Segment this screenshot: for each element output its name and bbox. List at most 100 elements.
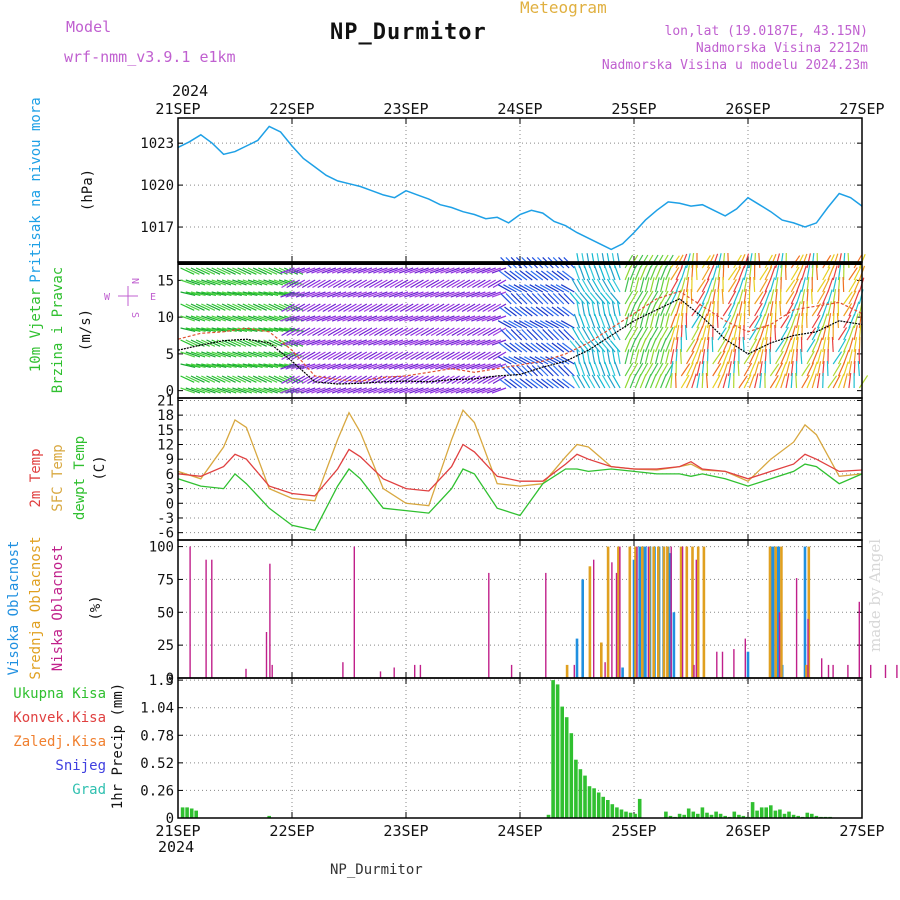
wind-barb xyxy=(853,325,858,341)
precip-bar xyxy=(185,807,189,818)
wind-barb xyxy=(596,253,601,269)
cloud-bar-srednja xyxy=(679,546,683,678)
wind-barb xyxy=(591,326,601,341)
wind-barb xyxy=(843,302,853,317)
wind-barb xyxy=(211,339,226,347)
wind-barb xyxy=(547,292,560,305)
temp-axis-title-2: SFC Temp xyxy=(50,444,66,511)
precip-bar xyxy=(619,809,624,818)
wind-barb xyxy=(296,303,311,313)
wind-barb xyxy=(514,270,528,281)
wind-barb xyxy=(206,267,221,275)
precip-legend-item: Snijeg xyxy=(55,758,106,774)
wind-barb xyxy=(848,337,854,353)
wind-barb xyxy=(211,315,227,322)
cloud-bar-srednja xyxy=(652,546,655,678)
wind-barb xyxy=(800,348,803,365)
wind-barb xyxy=(336,363,352,370)
wind-barb xyxy=(811,373,817,389)
temp-axis-title-3: dewpt Temp xyxy=(72,436,88,520)
wind-barb xyxy=(586,278,596,293)
wind-barb xyxy=(466,303,481,313)
wind-barb xyxy=(491,363,507,370)
wind-barb xyxy=(670,301,678,317)
cloud-bar-visoka xyxy=(771,546,775,678)
wind-barb xyxy=(300,387,316,394)
wind-barb xyxy=(440,387,455,394)
wind-barb xyxy=(764,266,773,281)
wind-barb xyxy=(614,313,621,329)
wind-barb xyxy=(769,301,774,317)
wind-barb xyxy=(317,279,331,289)
wind-barb xyxy=(586,326,596,341)
wind-barb xyxy=(660,362,669,377)
wind-barb xyxy=(362,315,378,322)
wind-barb xyxy=(644,362,654,377)
wind-barb xyxy=(540,306,554,317)
wind-barb xyxy=(785,314,794,329)
wind-barb xyxy=(811,349,819,365)
wind-barb xyxy=(691,373,697,389)
wind-barb xyxy=(537,364,549,377)
wind-barb xyxy=(790,301,798,317)
wind-barb xyxy=(717,338,727,353)
wind-barb xyxy=(242,375,257,383)
wind-barb xyxy=(639,290,649,305)
cloud-bar-srednja xyxy=(588,566,592,678)
wind-barb xyxy=(316,363,331,370)
wind-barb xyxy=(414,315,429,322)
wind-barb xyxy=(317,327,331,337)
wind-barb xyxy=(227,351,242,358)
wind-barb xyxy=(858,375,869,389)
wind-barb xyxy=(491,387,507,394)
pressure-line xyxy=(177,125,863,251)
wind-barb xyxy=(373,339,388,346)
wind-barb xyxy=(827,289,833,305)
wind-barb xyxy=(321,291,337,298)
wind-barb xyxy=(221,363,237,368)
wind-barb xyxy=(686,350,695,365)
cloud-bar-niska xyxy=(414,664,416,678)
wind-barb xyxy=(263,315,278,322)
wind-barb xyxy=(531,328,544,341)
wind-barb xyxy=(790,372,793,389)
wind-barb xyxy=(555,320,570,329)
wind-barb xyxy=(665,337,672,353)
wind-barb xyxy=(827,277,834,293)
wind-barb xyxy=(342,387,357,394)
wind-barb xyxy=(286,327,301,337)
wind-barb xyxy=(616,253,621,269)
wind-barb xyxy=(525,342,538,353)
wind-barb xyxy=(429,363,445,370)
wind-barb xyxy=(594,313,601,329)
wind-barb xyxy=(785,337,792,353)
wind-barb xyxy=(425,303,440,313)
wind-barb xyxy=(696,279,706,293)
wind-barb xyxy=(226,375,242,383)
precip-unit: 1hr Precip (mm) xyxy=(110,683,126,809)
wind-barb xyxy=(379,327,393,337)
wind-barb xyxy=(247,363,263,368)
wind-barb xyxy=(827,265,835,281)
wind-barb xyxy=(680,374,690,389)
wind-barb xyxy=(343,327,357,337)
wind-barb xyxy=(393,267,409,274)
cloud-bar-niska xyxy=(393,667,395,678)
x-tick-label-top: 26SEP xyxy=(725,100,770,118)
wind-barb xyxy=(424,387,440,394)
cloud-bar-srednja xyxy=(662,546,666,678)
wind-barb xyxy=(712,362,722,377)
precip-bar xyxy=(569,733,574,818)
wind-barb xyxy=(629,337,637,353)
wind-barb xyxy=(190,351,206,358)
precip-bar xyxy=(787,811,791,818)
wind-barb xyxy=(424,339,440,346)
wind-barb xyxy=(300,267,316,274)
wind-barb xyxy=(258,339,273,347)
wind-barb xyxy=(232,303,247,311)
wind-barb xyxy=(810,288,813,305)
wind-barb xyxy=(743,374,752,389)
wind-barb xyxy=(530,378,544,389)
wind-barb xyxy=(353,375,368,385)
wind-barb xyxy=(571,326,581,341)
